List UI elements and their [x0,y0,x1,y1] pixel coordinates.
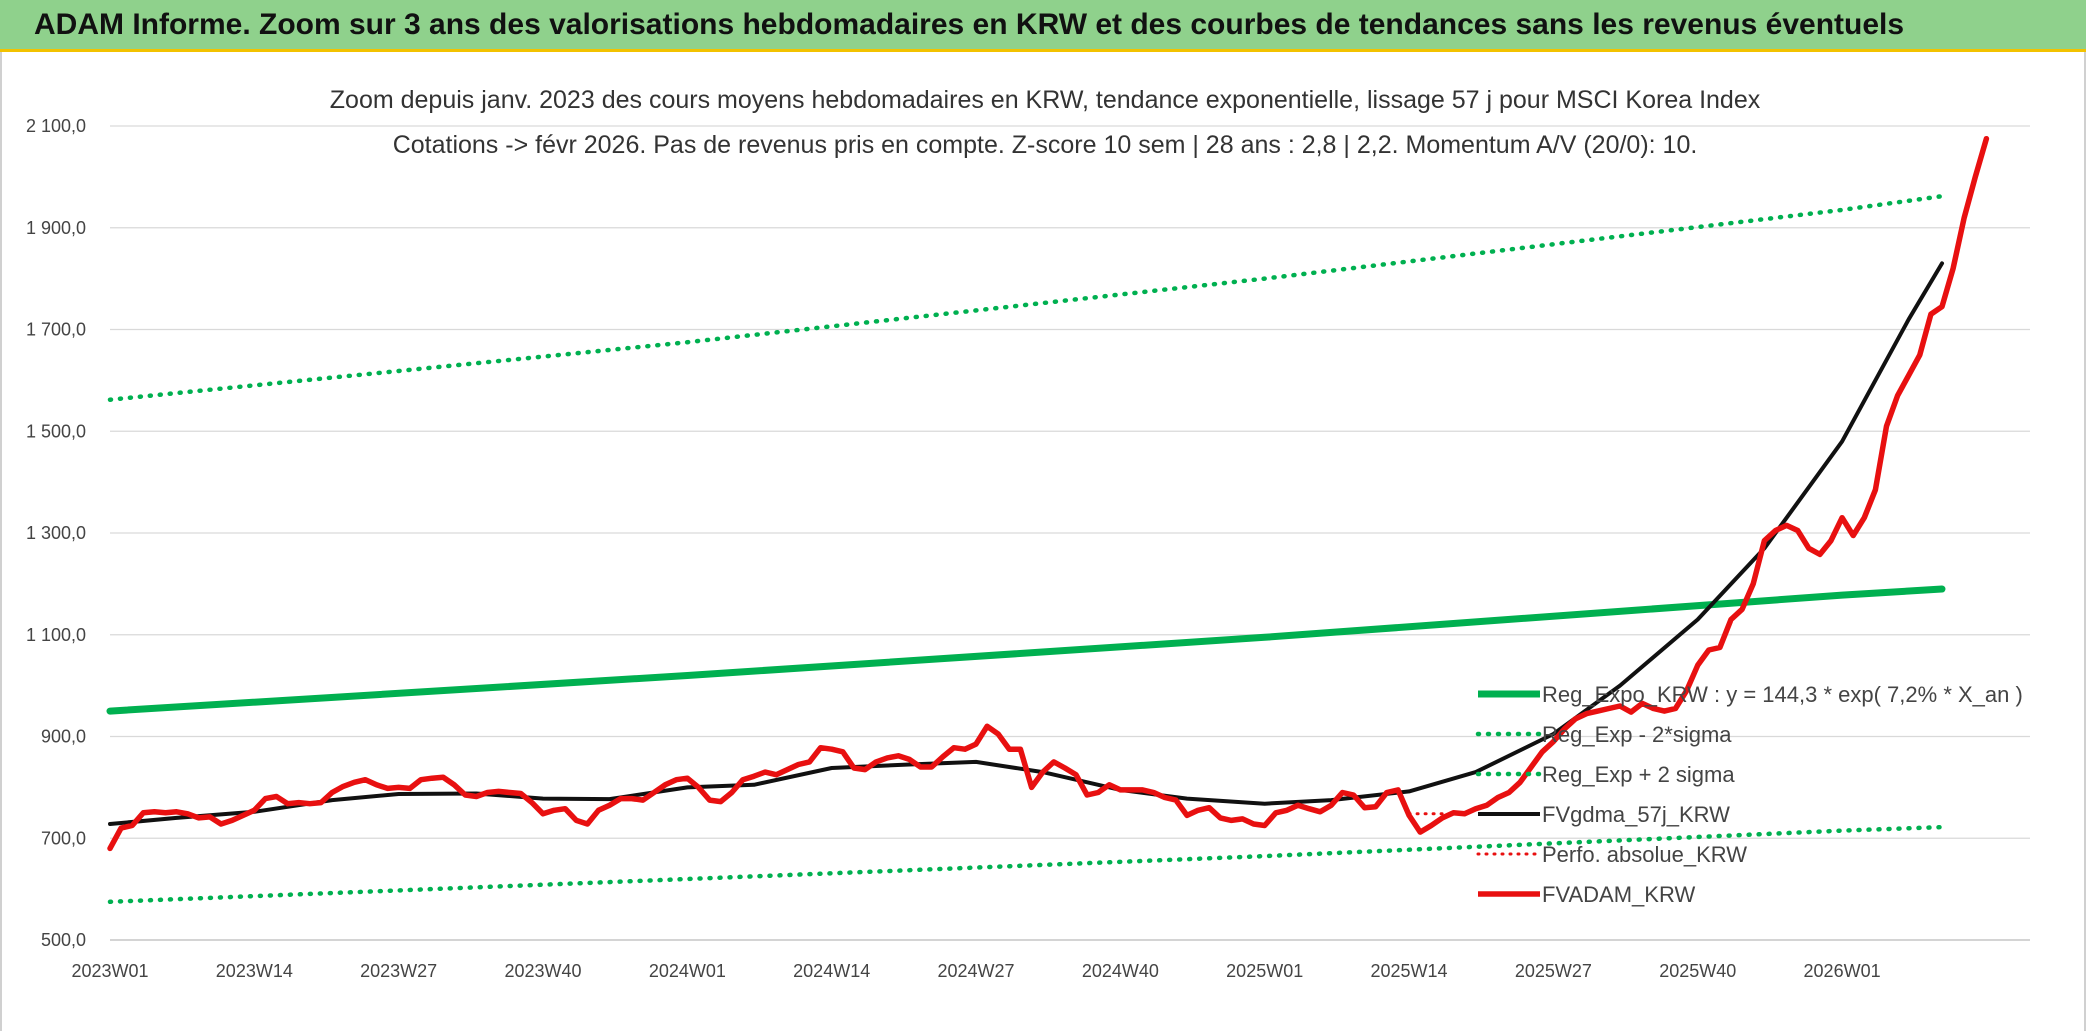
chart-frame [0,52,2086,1031]
grid-lines [110,125,2030,941]
legend-label-3: FVgdma_57j_KRW [1542,802,1730,827]
x-tick-label: 2023W14 [216,961,293,981]
series-line-2 [107,193,1945,402]
x-tick-label: 2025W27 [1515,961,1592,981]
x-tick-label: 2025W14 [1371,961,1448,981]
y-tick-label: 900,0 [41,727,86,747]
y-tick-label: 1 700,0 [26,320,86,340]
x-tick-label: 2024W40 [1082,961,1159,981]
x-tick-label: 2026W01 [1804,961,1881,981]
y-tick-label: 700,0 [41,828,86,848]
y-tick-label: 1 100,0 [26,625,86,645]
y-axis-ticks: 500,0 700,0 900,0 1 100,0 1 300,0 1 500,0 1 70… [26,116,86,950]
series-lines [106,135,1990,905]
x-tick-label: 2023W01 [71,961,148,981]
legend-label-4: Perfo. absolue_KRW [1542,842,1747,867]
chart-legend: Reg_Expo_KRW : y = 144,3 * exp( 7,2% * X… [1475,682,2023,907]
x-tick-label: 2023W27 [360,961,437,981]
y-tick-label: 1 500,0 [26,421,86,441]
x-axis-ticks: 2023W01 2023W14 2023W27 2023W40 2024W01 2024W… [71,961,1880,981]
series-line-5 [107,135,1990,852]
x-tick-label: 2023W40 [504,961,581,981]
legend-label-0: Reg_Expo_KRW : y = 144,3 * exp( 7,2% * X… [1542,682,2023,707]
report-title: ADAM Informe. Zoom sur 3 ans des valoris… [34,8,1905,41]
y-tick-label: 500,0 [41,930,86,950]
legend-label-5: FVADAM_KRW [1542,882,1695,907]
y-tick-label: 1 300,0 [26,523,86,543]
y-tick-label: 2 100,0 [26,116,86,136]
legend-label-1: Reg_Exp - 2*sigma [1542,722,1732,747]
y-tick-label: 1 900,0 [26,218,86,238]
x-tick-label: 2025W01 [1226,961,1303,981]
report-header: ADAM Informe. Zoom sur 3 ans des valoris… [0,0,2086,52]
x-tick-label: 2024W27 [938,961,1015,981]
legend-label-2: Reg_Exp + 2 sigma [1542,762,1735,787]
chart-title-line-2: Cotations -> févr 2026. Pas de revenus p… [393,131,1698,159]
x-tick-label: 2025W40 [1659,961,1736,981]
x-tick-label: 2024W01 [649,961,726,981]
series-line-0 [106,585,1946,715]
chart-title-line-1: Zoom depuis janv. 2023 des cours moyens … [330,86,1761,114]
x-tick-label: 2024W14 [793,961,870,981]
